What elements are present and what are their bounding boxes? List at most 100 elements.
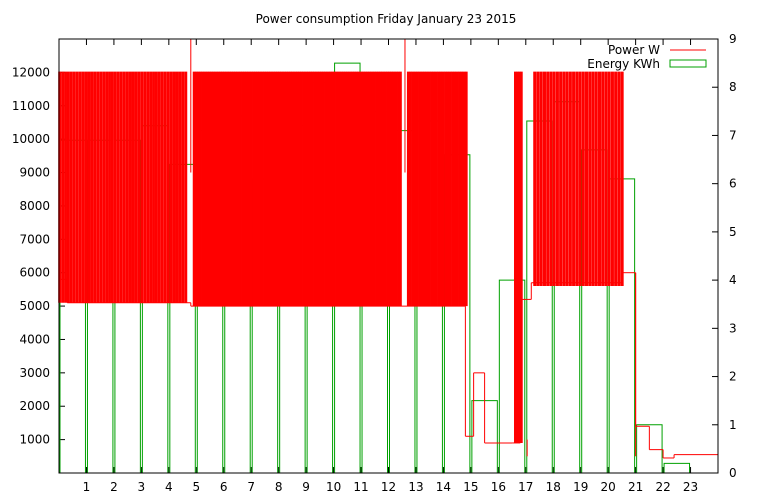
x-tick-label: 14 [436,480,451,494]
power-spike [423,71,426,307]
power-spike [309,71,312,307]
power-spike [413,71,417,307]
power-spike [462,71,466,307]
power-spike [364,71,367,307]
power-spike [458,71,461,307]
power-spike [245,71,249,307]
power-spike [617,71,621,287]
power-spike [197,71,200,307]
power-spike [377,71,380,307]
power-spike [214,71,218,307]
power-spike [390,71,394,307]
power-spike [238,71,242,307]
x-tick-label: 3 [138,480,146,494]
power-spike [322,71,325,307]
power-spike [113,71,117,303]
power-spike [169,71,173,303]
x-tick-label: 13 [408,480,423,494]
power-spike [201,71,205,307]
power-spike [432,71,436,307]
power-spike [591,71,595,287]
axis-ticks [59,38,718,474]
x-tick-label: 1 [83,480,91,494]
y-left-tick-label: 12000 [12,65,50,79]
power-spike [99,71,103,303]
power-spike [339,71,343,307]
power-spike [304,71,308,307]
x-tick-label: 5 [192,480,200,494]
power-spike [267,71,271,307]
y-left-tick-label: 5000 [19,299,50,313]
power-spike [411,71,415,307]
y-left-tick-label: 7000 [19,232,50,246]
power-spike [134,71,138,303]
power-spike [243,71,246,307]
power-spike [342,71,345,307]
power-spike [333,71,336,307]
power-spike [154,71,158,303]
power-spike [223,71,227,307]
y-right-tick-label: 8 [729,80,737,94]
power-spike [293,71,297,307]
y-right-tick-label: 0 [729,466,737,480]
power-spike [437,71,440,307]
power-spike [102,71,106,303]
power-spike [399,71,402,307]
power-spike [143,71,147,303]
power-spike [131,71,135,303]
power-spike [199,71,202,307]
power-spike [555,71,559,287]
power-spike [394,71,398,307]
power-spike [430,71,433,307]
power-spike [282,71,286,307]
power-spike [539,71,543,287]
power-spike [249,71,253,307]
power-spike [306,71,310,307]
x-tick-label: 19 [573,480,588,494]
power-spike [546,71,550,287]
power-spike [252,71,255,307]
x-tick-label: 21 [628,480,643,494]
power-spike [128,71,132,303]
power-spike [152,71,155,303]
power-spike [75,71,79,303]
power-spike [324,71,328,307]
power-spike [175,71,179,303]
legend: Power W Energy KWh [587,43,707,71]
power-spike [216,71,220,307]
power-spike [184,71,188,303]
power-spike [241,71,244,307]
power-spike [212,71,216,307]
power-spike [300,71,303,307]
power-spike [166,71,170,303]
x-tick-label: 15 [463,480,478,494]
power-spike [448,71,452,307]
x-tick-label: 8 [275,480,283,494]
power-spike [230,71,233,307]
power-spike [192,71,196,307]
power-spike [578,71,582,287]
energy-bar [663,462,691,473]
y-left-tick-label: 2000 [19,399,50,413]
power-spike [61,71,65,303]
power-spike [601,71,605,287]
power-spike [359,71,363,307]
power-w-series [58,39,718,459]
power-spike [234,71,238,307]
power-spike [291,71,295,307]
power-spike [355,71,358,307]
power-spike [274,71,277,307]
power-spike [383,71,387,307]
power-spike [163,71,167,303]
x-tick-label: 4 [165,480,173,494]
power-spike [455,71,459,307]
x-tick-label: 18 [546,480,561,494]
power-spike [140,71,144,303]
power-spike [87,71,91,303]
power-spike [84,71,88,303]
energy-bar [636,424,663,473]
power-spike [533,71,537,287]
power-spike [607,71,611,287]
power-spike [427,71,431,307]
